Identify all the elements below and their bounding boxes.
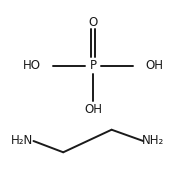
Text: P: P [89,59,97,72]
Text: HO: HO [23,59,41,72]
Text: H₂N: H₂N [11,134,33,148]
Text: O: O [88,16,98,29]
Text: NH₂: NH₂ [141,134,164,148]
Text: OH: OH [84,102,102,116]
Text: OH: OH [145,59,163,72]
